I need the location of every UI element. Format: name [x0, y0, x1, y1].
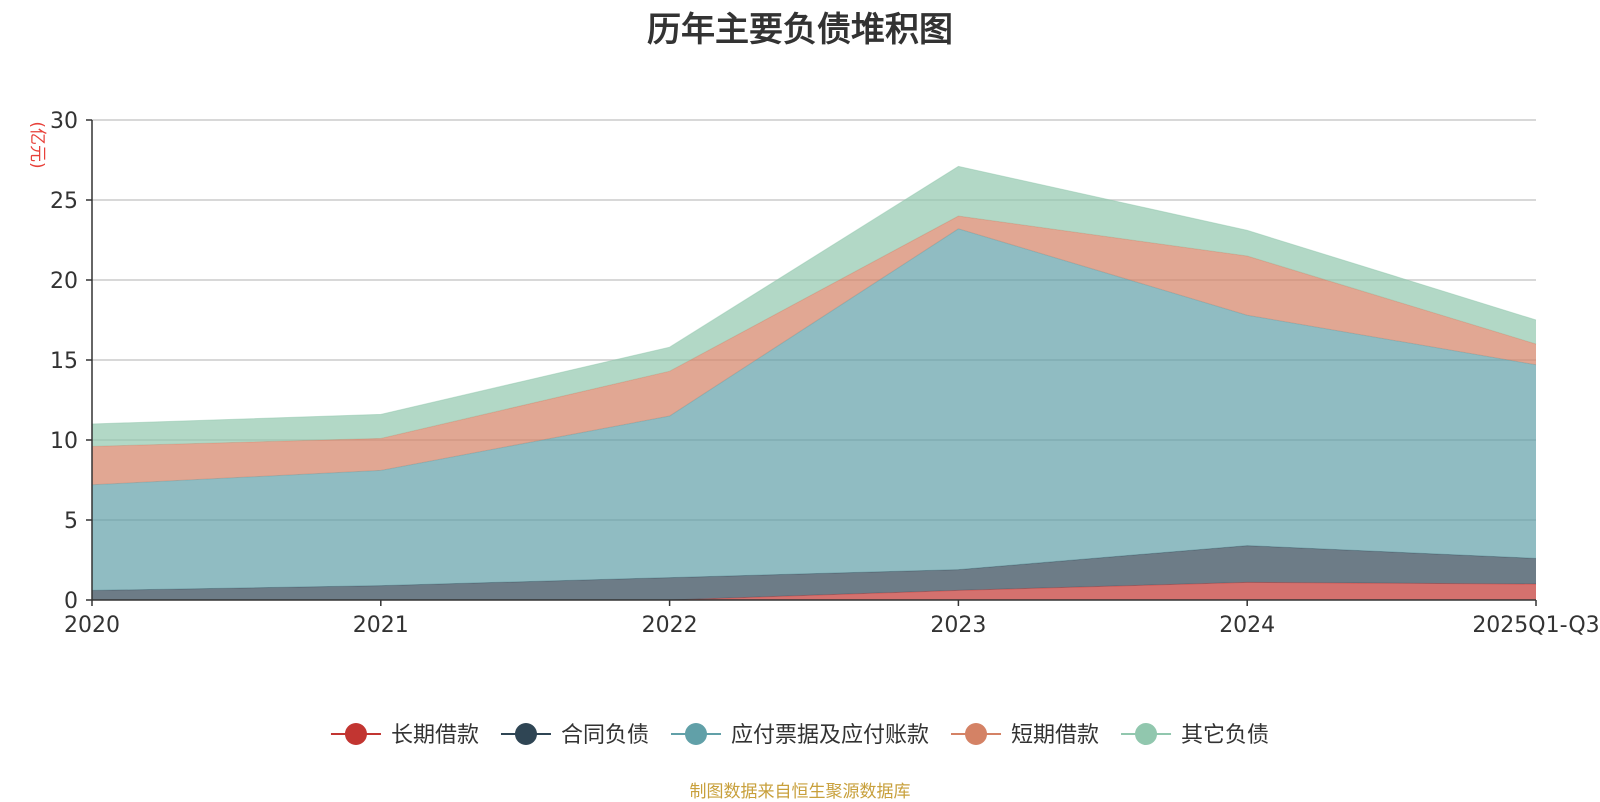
legend[interactable]: 长期借款 合同负债 应付票据及应付账款 短期借款 其它负债	[330, 723, 1269, 748]
legend-item-其它负债[interactable]: 其它负债	[1121, 723, 1269, 748]
y-tick-label: 5	[64, 509, 78, 534]
y-tick-label: 20	[50, 269, 78, 294]
legend-item-应付票据及应付账款[interactable]: 应付票据及应付账款	[670, 723, 929, 748]
y-tick-label: 10	[50, 429, 78, 454]
area-合同负债	[92, 545, 1536, 600]
legend-marker	[344, 723, 367, 745]
x-tick-label: 2024	[1219, 613, 1275, 638]
legend-marker	[965, 723, 988, 745]
area-长期借款	[92, 582, 1536, 600]
legend-marker	[684, 723, 707, 745]
area-短期借款	[92, 216, 1536, 485]
legend-label: 长期借款	[391, 723, 479, 748]
legend-item-短期借款[interactable]: 短期借款	[951, 723, 1099, 748]
legend-label: 合同负债	[561, 723, 649, 748]
y-tick-label: 0	[64, 589, 78, 614]
chart-title: 历年主要负债堆积图	[647, 10, 953, 50]
source-note: 制图数据来自恒生聚源数据库	[689, 782, 911, 802]
legend-marker	[1135, 723, 1158, 745]
area-应付票据及应付账款	[92, 228, 1536, 591]
axes: 0 5 10 15 20 25 30 2020 2021 2022 2023 2024 2025Q1-Q…	[27, 109, 1600, 638]
legend-item-合同负债[interactable]: 合同负债	[500, 723, 649, 748]
y-tick-label: 25	[50, 189, 78, 214]
x-tick-label: 2023	[930, 613, 986, 638]
area-edge-其它负债	[91, 165, 1537, 425]
x-tick-label: 2021	[353, 613, 409, 638]
y-tick-label: 30	[50, 109, 78, 134]
y-tick-label: 15	[50, 349, 78, 374]
legend-label: 应付票据及应付账款	[731, 723, 929, 748]
area-series	[91, 165, 1537, 601]
legend-label: 其它负债	[1181, 723, 1269, 748]
y-axis-unit-label: (亿元)	[27, 121, 47, 168]
x-tick-label: 2025Q1-Q3	[1472, 613, 1599, 638]
legend-label: 短期借款	[1011, 723, 1099, 748]
legend-item-长期借款[interactable]: 长期借款	[330, 723, 479, 748]
area-其它负债	[92, 166, 1536, 447]
legend-marker	[514, 723, 537, 745]
x-tick-label: 2022	[642, 613, 698, 638]
x-tick-label: 2020	[64, 613, 120, 638]
